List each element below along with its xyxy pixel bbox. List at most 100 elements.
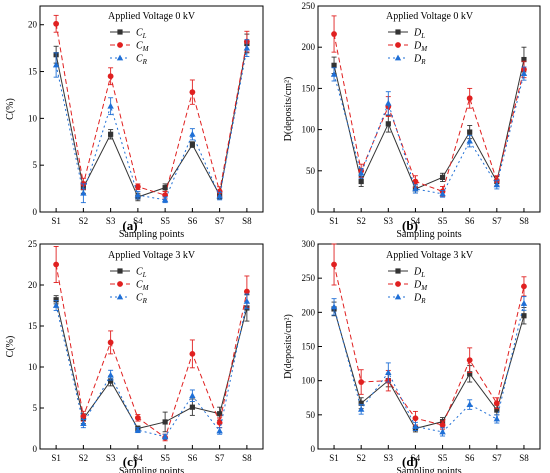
data-point: [520, 70, 528, 76]
legend-label-subscript: L: [420, 271, 425, 279]
chart-panel-3: 0 5 10 15 20 25 S1 S2 S3 S4 S5 S6 S7 S8 Sampling point…: [5, 239, 264, 473]
y-tick-label: 5: [33, 403, 38, 413]
x-tick-label: S5: [438, 216, 448, 226]
series-line: [55, 299, 248, 430]
data-point: [134, 183, 141, 190]
legend-marker: [116, 54, 124, 61]
data-point: [243, 288, 250, 295]
legend-title: Applied Voltage 3 kV: [386, 250, 474, 261]
data-point: [466, 137, 473, 144]
y-tick-label: 10: [28, 362, 38, 372]
legend-label: DL: [413, 28, 425, 41]
legend-label-subscript: R: [142, 58, 148, 66]
x-tick-label: S1: [329, 216, 339, 226]
y-tick-label: 0: [311, 207, 316, 217]
data-point: [493, 415, 501, 422]
data-point: [412, 185, 419, 192]
x-tick-label: S3: [106, 453, 116, 463]
y-tick-label: 200: [302, 307, 316, 317]
data-point: [439, 422, 446, 428]
x-tick-label: S1: [51, 216, 61, 226]
legend-marker: [395, 42, 401, 48]
legend-marker: [395, 29, 401, 35]
legend-label: DM: [413, 41, 428, 54]
legend-label-main: C: [136, 54, 143, 65]
x-tick-label: S2: [79, 216, 89, 226]
x-tick-label: S3: [384, 216, 394, 226]
data-point: [52, 61, 60, 68]
x-tick-label: S2: [356, 216, 366, 226]
legend-label-main: D: [413, 293, 422, 304]
data-point: [134, 426, 142, 433]
legend-label-subscript: M: [420, 284, 428, 292]
x-axis-title: Sampling points: [396, 466, 461, 473]
legend-title: Applied Voltage 3 kV: [108, 250, 196, 261]
data-point: [134, 414, 141, 421]
data-point: [162, 185, 168, 191]
plot-frame: [317, 5, 541, 213]
legend-label-subscript: M: [142, 45, 150, 53]
chart-panel-1: 0 5 10 15 20 S1 S2 S3 S4 S5 S6 S7 S8 Sampling points C…: [5, 5, 264, 240]
y-tick-label: 10: [28, 113, 38, 123]
legend-label-main: C: [136, 293, 143, 304]
data-point: [331, 31, 337, 37]
x-tick-label: S5: [160, 216, 170, 226]
y-tick-label: 0: [33, 207, 38, 217]
data-point: [331, 261, 337, 268]
data-point: [189, 350, 196, 357]
legend-marker: [395, 281, 401, 287]
legend-label-subscript: L: [142, 271, 147, 279]
data-point: [385, 99, 392, 106]
x-tick-label: S7: [215, 216, 225, 226]
data-point: [439, 174, 446, 180]
series-C-R: [52, 293, 251, 440]
panel-letter: (b): [402, 218, 418, 233]
series-line: [333, 308, 525, 430]
y-tick-label: 250: [302, 1, 316, 11]
y-tick-label: 15: [28, 67, 38, 77]
legend-label: DR: [413, 54, 426, 67]
x-tick-label: S1: [51, 453, 61, 463]
x-tick-label: S8: [242, 453, 252, 463]
series-C-M: [53, 14, 250, 200]
data-point: [216, 427, 223, 434]
x-tick-label: S2: [356, 453, 366, 463]
x-tick-label: S8: [519, 453, 529, 463]
series-D-L: [331, 301, 527, 433]
y-tick-label: 150: [302, 83, 316, 93]
y-tick-label: 5: [33, 160, 38, 170]
x-tick-label: S6: [465, 453, 475, 463]
legend-label: CM: [136, 280, 150, 293]
chart-panel-2: 0 50 100 150 200 250 S1 S2 S3 S4 S5 S6 S7 S8 Sampling …: [283, 1, 541, 240]
legend-label-subscript: M: [142, 284, 150, 292]
x-tick-label: S1: [329, 453, 339, 463]
data-point: [493, 181, 501, 188]
data-point: [108, 131, 114, 137]
legend-label-subscript: L: [142, 32, 147, 40]
data-point: [466, 95, 473, 102]
y-tick-label: 20: [28, 20, 38, 30]
legend-label: CR: [136, 293, 148, 306]
data-point: [466, 357, 473, 364]
data-point: [521, 313, 527, 319]
legend-label-main: C: [136, 41, 143, 52]
data-point: [52, 302, 60, 308]
data-point: [162, 419, 168, 425]
y-tick-label: 25: [28, 239, 38, 249]
data-point: [357, 405, 365, 412]
y-axis-title: C(%): [5, 336, 16, 358]
y-tick-label: 100: [302, 376, 316, 386]
y-tick-label: 0: [33, 444, 38, 454]
series-line: [55, 264, 248, 439]
x-tick-label: S6: [188, 453, 198, 463]
data-point: [161, 196, 169, 203]
legend-label-main: C: [136, 267, 143, 278]
data-point: [358, 178, 364, 185]
plot-frame: [317, 243, 541, 450]
data-point: [412, 415, 419, 422]
data-point: [466, 401, 473, 407]
legend-label-subscript: R: [420, 297, 426, 305]
data-point: [53, 261, 60, 268]
legend-marker: [394, 54, 402, 61]
